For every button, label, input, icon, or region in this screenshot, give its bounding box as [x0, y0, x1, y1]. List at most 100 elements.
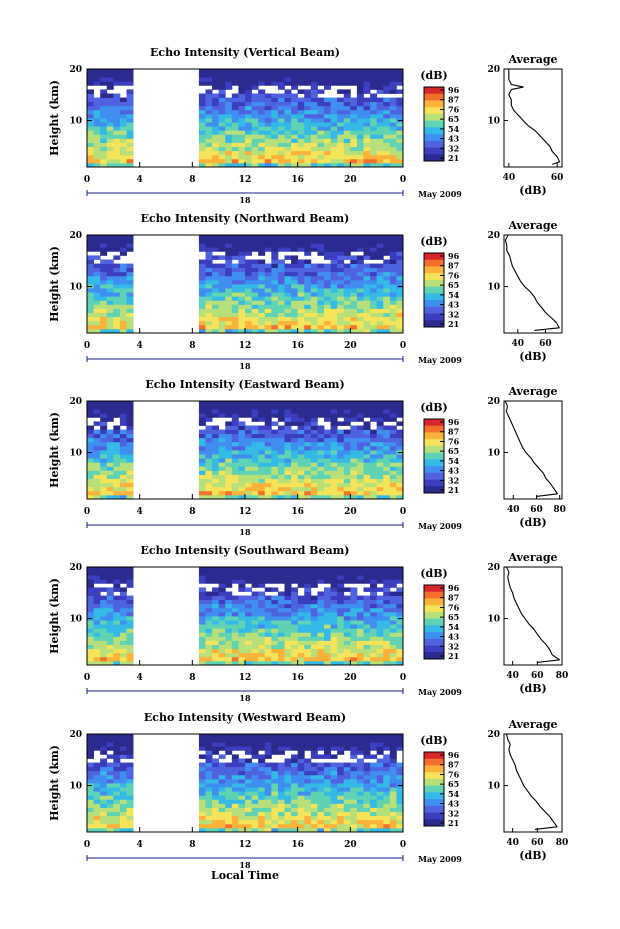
- heatmap-cell: [93, 239, 101, 244]
- heatmap-cell: [350, 255, 358, 260]
- heatmap-cell: [330, 417, 338, 422]
- heatmap-cell: [231, 454, 239, 459]
- heatmap-cell: [113, 401, 121, 406]
- heatmap-cell: [251, 113, 259, 119]
- heatmap-cell: [198, 126, 206, 131]
- heatmap-cell: [350, 587, 358, 592]
- heatmap-cell: [93, 138, 101, 143]
- heatmap-cell: [205, 433, 213, 439]
- heatmap-cell: [113, 470, 121, 475]
- heatmap-cell: [277, 611, 285, 617]
- heatmap-cell: [297, 421, 305, 426]
- heatmap-cell: [317, 766, 325, 772]
- heatmap-cell: [251, 575, 259, 580]
- heatmap-cell: [324, 77, 331, 82]
- heatmap-cell: [389, 648, 397, 654]
- heatmap-cell: [100, 470, 108, 475]
- heatmap-cell: [343, 478, 351, 484]
- heatmap-cell: [330, 150, 338, 156]
- heatmap-cell: [284, 425, 292, 430]
- heatmap-cell: [297, 758, 305, 763]
- heatmap-cell: [304, 567, 312, 572]
- heatmap-cell: [277, 134, 285, 139]
- heatmap-cell: [113, 640, 121, 645]
- heatmap-cell: [277, 69, 285, 74]
- heatmap-cell: [225, 778, 233, 784]
- heatmap-cell: [245, 130, 252, 135]
- heatmap-cell: [113, 118, 121, 123]
- heatmap-cell: [304, 77, 312, 82]
- heatmap-cell: [93, 105, 101, 111]
- heatmap-cell: [324, 235, 331, 240]
- heatmap-cell: [310, 77, 318, 82]
- heatmap-cell: [245, 595, 252, 601]
- colorbar-tick-label: 32: [448, 143, 459, 153]
- heatmap-cell: [113, 425, 121, 430]
- heatmap-cell: [231, 823, 239, 829]
- heatmap-cell: [363, 466, 371, 471]
- heatmap-cell: [87, 787, 94, 792]
- heatmap-cell: [370, 628, 378, 633]
- heatmap-cell: [284, 328, 292, 334]
- heatmap-cell: [258, 815, 266, 821]
- heatmap-cell: [350, 819, 358, 825]
- heatmap-cell: [363, 474, 371, 479]
- heatmap-cell: [258, 823, 266, 829]
- heatmap-cell: [238, 640, 246, 645]
- heatmap-cell: [218, 271, 226, 277]
- heatmap-cell: [264, 288, 272, 293]
- heatmap-cell: [304, 628, 312, 633]
- heatmap-cell: [245, 575, 252, 580]
- heatmap-cell: [389, 97, 397, 103]
- heatmap-cell: [337, 413, 345, 418]
- heatmap-cell: [310, 247, 318, 252]
- heatmap-cell: [324, 640, 331, 645]
- heatmap-cell: [198, 239, 206, 244]
- heatmap-cell: [324, 458, 331, 463]
- heatmap-cell: [87, 474, 94, 479]
- heatmap-cell: [363, 267, 371, 273]
- heatmap-cell: [284, 235, 292, 240]
- heatmap-cell: [271, 599, 279, 605]
- heatmap-cell: [291, 324, 299, 330]
- heatmap-cell: [304, 478, 312, 484]
- heatmap-cell: [277, 490, 285, 496]
- heatmap-cell: [363, 454, 371, 459]
- heatmap-cell: [264, 324, 272, 330]
- heatmap-cell: [350, 239, 358, 244]
- heatmap-cell: [119, 652, 127, 658]
- heatmap-cell: [258, 109, 266, 115]
- heatmap-cell: [93, 462, 101, 467]
- heatmap-cell: [350, 73, 358, 78]
- heatmap-cell: [324, 142, 331, 147]
- heatmap-cell: [291, 105, 299, 111]
- heatmap-cell: [87, 738, 94, 743]
- heatmap-cell: [383, 150, 391, 156]
- heatmap-cell: [264, 652, 272, 658]
- heatmap-cell: [126, 89, 134, 94]
- heatmap-cell: [277, 146, 285, 152]
- heatmap-cell: [231, 762, 239, 768]
- heatmap-cell: [343, 263, 351, 269]
- heatmap-cell: [376, 142, 384, 147]
- heatmap-cell: [126, 142, 134, 147]
- heatmap-cell: [370, 815, 378, 821]
- heatmap-cell: [264, 316, 272, 322]
- heatmap-cell: [251, 81, 259, 86]
- heatmap-cell: [106, 807, 114, 812]
- heatmap-cell: [330, 474, 338, 479]
- heatmap-cell: [383, 142, 391, 147]
- heatmap-cell: [363, 811, 371, 817]
- heatmap-cell: [100, 235, 108, 240]
- profile-line: [504, 400, 558, 497]
- heatmap-cell: [383, 466, 391, 471]
- heatmap-cell: [119, 324, 127, 330]
- heatmap-cell: [198, 819, 206, 825]
- heatmap-cell: [205, 611, 213, 617]
- heatmap-cell: [291, 640, 299, 645]
- heatmap-cell: [310, 85, 318, 90]
- heatmap-cell: [324, 652, 331, 658]
- heatmap-cell: [251, 300, 259, 305]
- heatmap-cell: [113, 154, 121, 160]
- heatmap-cell: [389, 304, 397, 309]
